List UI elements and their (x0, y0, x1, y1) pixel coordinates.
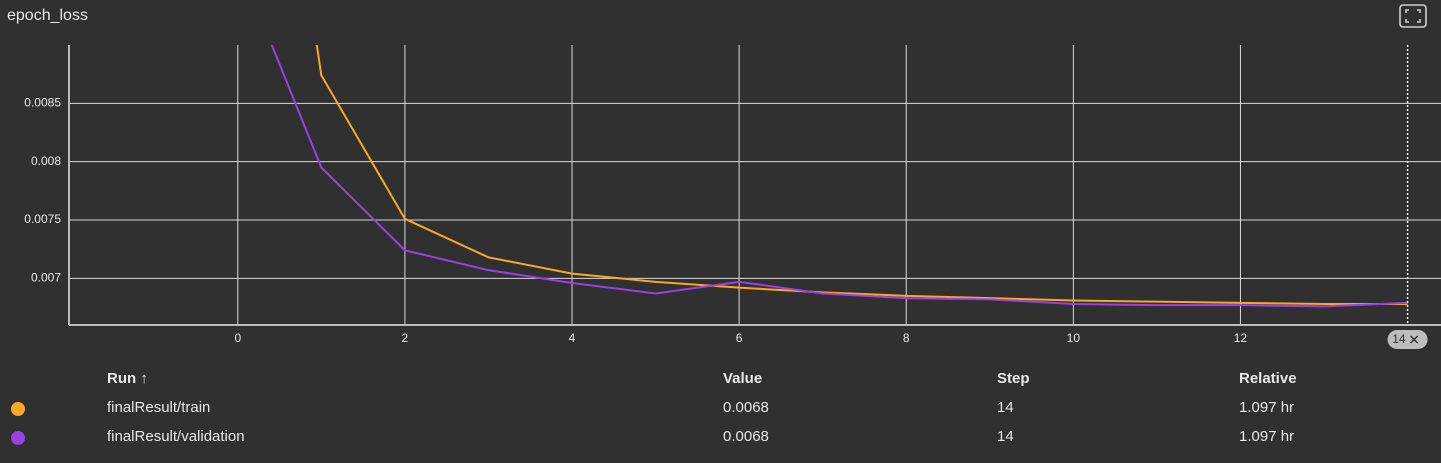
table-cell: 1.097 hr (1239, 399, 1294, 416)
data-table: Run ↑ Value Step Relative finalResult/train 0… (11, 370, 1297, 445)
hover-close-icon[interactable] (1410, 335, 1419, 344)
legend-dot (11, 402, 25, 416)
table-cell: 0.0068 (723, 399, 769, 416)
fullscreen-frame[interactable] (1399, 4, 1427, 28)
labels: 0.007 0.0075 0.008 0.0085 0 2 4 6 8 10 12 14 (24, 45, 1428, 349)
series-line (270, 45, 1408, 308)
chart-title: epoch_loss (7, 7, 88, 24)
fullscreen-button[interactable] (1399, 4, 1427, 28)
y-tick-label: 0.007 (31, 271, 61, 285)
series-line (315, 45, 1408, 305)
legend-dot (11, 431, 25, 445)
x-tick-label: 0 (234, 331, 241, 345)
table-cell: 14 (997, 399, 1014, 416)
y-tick-label: 0.0085 (24, 96, 61, 110)
x-tick-label: 12 (1234, 331, 1248, 345)
x-tick-label: 4 (569, 331, 576, 345)
x-tick-label: 8 (903, 331, 910, 345)
fullscreen-icon[interactable] (1405, 9, 1421, 23)
y-tick-label: 0.008 (31, 154, 61, 168)
run-name: finalResult/validation (107, 428, 245, 445)
table-cell: 1.097 hr (1239, 428, 1294, 445)
table-header: Step (997, 370, 1030, 387)
hover-badge[interactable] (1387, 330, 1428, 349)
x-tick-label: 10 (1067, 331, 1081, 345)
hover-step-label[interactable]: 14 (1392, 332, 1406, 346)
table-cell: 0.0068 (723, 428, 769, 445)
grid (68, 45, 1441, 326)
table-header[interactable]: Run ↑ (107, 370, 148, 387)
table-cell: 14 (997, 428, 1014, 445)
y-tick-label: 0.0075 (24, 212, 61, 226)
table-header: Value (723, 370, 762, 387)
plot-lines (270, 45, 1408, 308)
x-tick-label: 2 (402, 331, 409, 345)
table-header: Relative (1239, 370, 1297, 387)
run-name: finalResult/train (107, 399, 210, 416)
x-tick-label: 6 (736, 331, 743, 345)
